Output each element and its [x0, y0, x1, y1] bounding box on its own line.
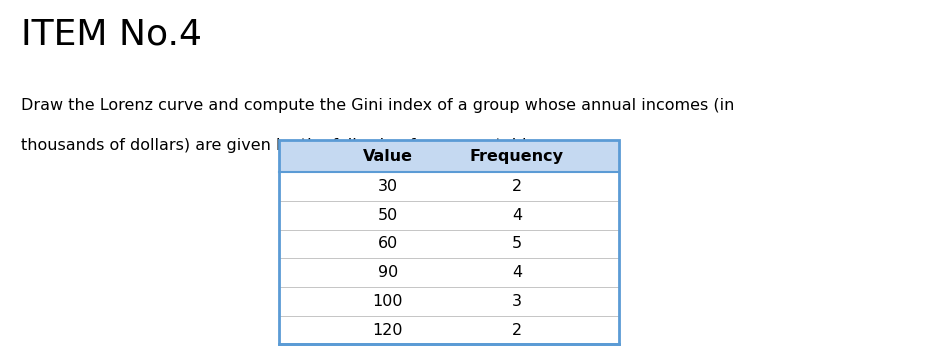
Bar [278, 140, 618, 344]
Text: 2: 2 [512, 179, 521, 194]
Text: 120: 120 [372, 323, 402, 337]
Text: 50: 50 [377, 208, 397, 223]
Text: Draw the Lorenz curve and compute the Gini index of a group whose annual incomes: Draw the Lorenz curve and compute the Gi… [21, 98, 733, 113]
Text: 100: 100 [372, 294, 402, 309]
Text: 30: 30 [378, 179, 397, 194]
Text: 4: 4 [512, 265, 521, 280]
Text: 2: 2 [512, 323, 521, 337]
Text: 60: 60 [377, 237, 397, 251]
Text: Frequency: Frequency [469, 149, 564, 163]
Text: thousands of dollars) are given by the following frequency table.: thousands of dollars) are given by the f… [21, 138, 541, 153]
Text: 5: 5 [512, 237, 521, 251]
Text: 4: 4 [512, 208, 521, 223]
Text: Value: Value [362, 149, 413, 163]
Text: ITEM No.4: ITEM No.4 [21, 18, 202, 51]
Bar [278, 140, 618, 344]
Text: 3: 3 [512, 294, 521, 309]
Bar [278, 140, 618, 172]
Text: 90: 90 [377, 265, 397, 280]
